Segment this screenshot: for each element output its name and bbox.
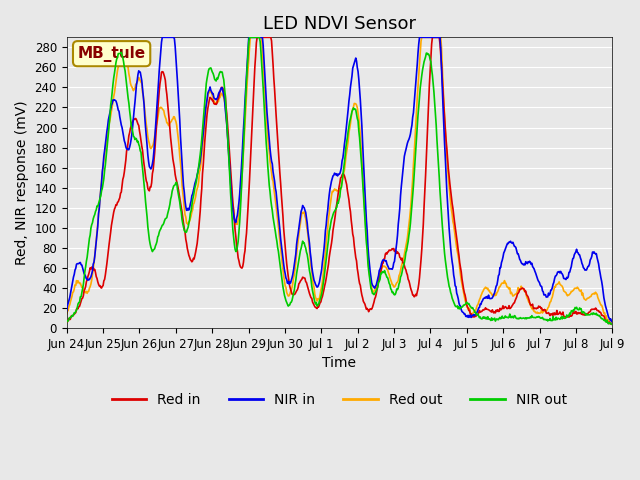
- Red out: [422, 35, 430, 40]
- NIR in: [129, 123, 136, 129]
- NIR out: [609, 322, 616, 327]
- NIR in: [73, 262, 81, 267]
- NIR in: [422, 35, 430, 40]
- NIR out: [422, 50, 430, 56]
- Title: LED NDVI Sensor: LED NDVI Sensor: [263, 15, 416, 33]
- Red out: [63, 311, 70, 317]
- NIR in: [159, 35, 166, 40]
- NIR out: [213, 75, 221, 81]
- Red in: [213, 100, 221, 106]
- Line: NIR in: NIR in: [67, 37, 612, 322]
- Text: MB_tule: MB_tule: [77, 46, 146, 62]
- Red in: [609, 322, 616, 327]
- Line: Red in: Red in: [67, 37, 612, 324]
- NIR out: [246, 35, 253, 40]
- Red in: [63, 319, 70, 324]
- Red out: [73, 278, 81, 284]
- NIR in: [185, 207, 193, 213]
- Red out: [609, 321, 616, 326]
- Red in: [406, 284, 414, 290]
- NIR out: [129, 129, 136, 134]
- NIR out: [73, 307, 81, 313]
- Red in: [129, 119, 136, 124]
- Legend: Red in, NIR in, Red out, NIR out: Red in, NIR in, Red out, NIR out: [106, 387, 573, 412]
- Line: NIR out: NIR out: [67, 37, 612, 324]
- NIR in: [609, 319, 616, 325]
- NIR out: [406, 221, 414, 227]
- NIR in: [214, 95, 221, 100]
- X-axis label: Time: Time: [323, 356, 356, 370]
- Red in: [73, 306, 81, 312]
- Red out: [184, 222, 192, 228]
- Y-axis label: Red, NIR response (mV): Red, NIR response (mV): [15, 100, 29, 265]
- NIR in: [63, 308, 70, 313]
- NIR in: [406, 131, 414, 137]
- Red in: [422, 155, 430, 160]
- NIR out: [63, 318, 70, 324]
- NIR out: [184, 225, 192, 230]
- Red in: [184, 249, 192, 254]
- Red out: [406, 208, 414, 214]
- Red in: [253, 35, 261, 40]
- Red out: [129, 86, 136, 92]
- Red out: [246, 35, 254, 40]
- Red out: [213, 98, 221, 104]
- Line: Red out: Red out: [67, 37, 612, 324]
